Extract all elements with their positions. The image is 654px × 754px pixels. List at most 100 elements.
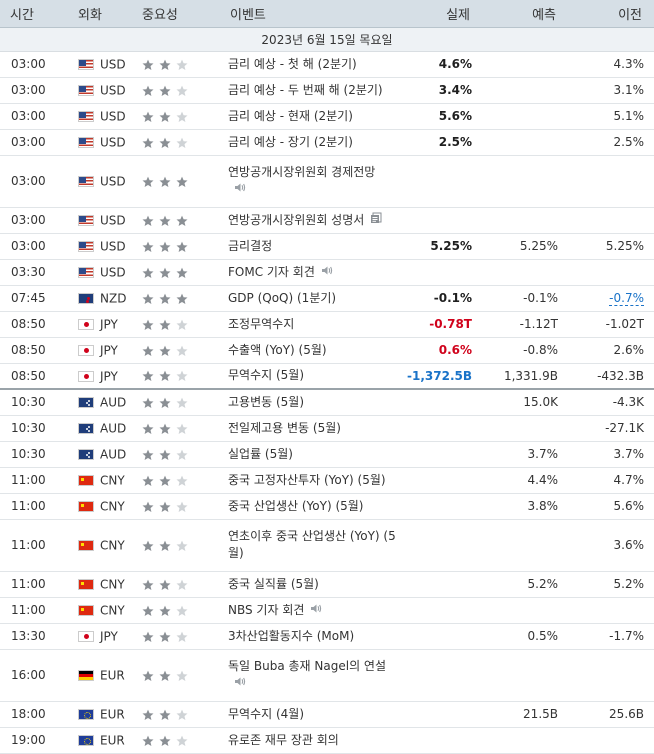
event-row[interactable]: 11:00 CNY 중국 실직률 (5월) 5.2% 5.2%: [0, 571, 654, 598]
event-name[interactable]: 수출액 (YoY) (5월): [228, 342, 327, 357]
forecast-value: [482, 649, 568, 702]
event-row[interactable]: 03:00 USD 금리 예상 - 두 번째 해 (2분기) 3.4% 3.1%: [0, 77, 654, 104]
event-name[interactable]: 고용변동 (5월): [228, 394, 305, 409]
event-row[interactable]: 10:30 AUD 고용변동 (5월) 15.0K -4.3K: [0, 389, 654, 416]
event-cell[interactable]: 금리 예상 - 두 번째 해 (2분기): [220, 77, 398, 104]
speaker-icon[interactable]: [321, 264, 333, 281]
event-cell[interactable]: 연방공개시장위원회 경제전망: [220, 155, 398, 208]
event-name[interactable]: NBS 기자 회견: [228, 602, 305, 617]
event-row[interactable]: 11:00 CNY 중국 고정자산투자 (YoY) (5월) 4.4% 4.7%: [0, 467, 654, 494]
forecast-value: [482, 519, 568, 572]
document-icon[interactable]: [370, 212, 382, 229]
event-row[interactable]: 16:00 EUR 독일 Buba 총재 Nagel의 연설: [0, 649, 654, 702]
actual-value: [398, 155, 482, 208]
event-name[interactable]: 중국 고정자산투자 (YoY) (5월): [228, 472, 386, 487]
previous-value: 5.1%: [568, 103, 654, 130]
event-cell[interactable]: 금리결정: [220, 233, 398, 260]
event-row[interactable]: 03:00 USD 연방공개시장위원회 성명서: [0, 207, 654, 234]
header-time[interactable]: 시간: [0, 0, 68, 28]
event-row[interactable]: 08:50 JPY 조정무역수지 -0.78T -1.12T -1.02T: [0, 311, 654, 338]
event-cell[interactable]: FOMC 기자 회견: [220, 259, 398, 286]
event-cell[interactable]: 금리 예상 - 장기 (2분기): [220, 129, 398, 156]
event-name[interactable]: 독일 Buba 총재 Nagel의 연설: [228, 659, 387, 673]
header-currency[interactable]: 외화: [68, 0, 132, 28]
event-row[interactable]: 10:30 AUD 전일제고용 변동 (5월) -27.1K: [0, 415, 654, 442]
event-row[interactable]: 03:00 USD 금리 예상 - 현재 (2분기) 5.6% 5.1%: [0, 103, 654, 130]
event-row[interactable]: 03:30 USD FOMC 기자 회견: [0, 259, 654, 286]
event-cell[interactable]: NBS 기자 회견: [220, 597, 398, 624]
event-row[interactable]: 08:50 JPY 수출액 (YoY) (5월) 0.6% -0.8% 2.6%: [0, 337, 654, 364]
event-name[interactable]: 3차산업활동지수 (MoM): [228, 628, 355, 643]
event-row[interactable]: 11:00 CNY 중국 산업생산 (YoY) (5월) 3.8% 5.6%: [0, 493, 654, 520]
event-row[interactable]: 03:00 USD 금리 예상 - 장기 (2분기) 2.5% 2.5%: [0, 129, 654, 156]
event-name[interactable]: 실업률 (5월): [228, 446, 293, 461]
header-forecast[interactable]: 예측: [482, 0, 568, 28]
event-cell[interactable]: 3차산업활동지수 (MoM): [220, 623, 398, 650]
event-name[interactable]: 무역수지 (5월): [228, 368, 305, 383]
event-name[interactable]: 연초이후 중국 산업생산 (YoY) (5월): [228, 529, 396, 560]
event-cell[interactable]: 전일제고용 변동 (5월): [220, 415, 398, 442]
event-name[interactable]: 유로존 재무 장관 회의: [228, 732, 339, 747]
event-cell[interactable]: 고용변동 (5월): [220, 389, 398, 416]
event-name[interactable]: FOMC 기자 회견: [228, 264, 315, 279]
event-name[interactable]: 조정무역수지: [228, 316, 295, 331]
speaker-icon[interactable]: [310, 602, 322, 619]
event-name[interactable]: 무역수지 (4월): [228, 706, 305, 721]
forecast-value: [482, 129, 568, 156]
event-cell[interactable]: 무역수지 (5월): [220, 363, 398, 390]
event-name[interactable]: GDP (QoQ) (1분기): [228, 290, 337, 305]
event-row[interactable]: 08:50 JPY 무역수지 (5월) -1,372.5B 1,331.9B -432.3…: [0, 363, 654, 390]
event-row[interactable]: 07:45 NZD GDP (QoQ) (1분기) -0.1% -0.1% -0.7%: [0, 285, 654, 312]
event-name[interactable]: 연방공개시장위원회 경제전망: [228, 165, 376, 179]
event-time: 03:00: [0, 155, 68, 208]
speaker-icon[interactable]: [234, 675, 246, 692]
event-cell[interactable]: 유로존 재무 장관 회의: [220, 727, 398, 754]
event-time: 03:00: [0, 77, 68, 104]
event-row[interactable]: 18:00 EUR 무역수지 (4월) 21.5B 25.6B: [0, 701, 654, 728]
event-row[interactable]: 03:00 USD 금리 예상 - 첫 해 (2분기) 4.6% 4.3%: [0, 51, 654, 78]
event-cell[interactable]: 실업률 (5월): [220, 441, 398, 468]
event-cell[interactable]: 연초이후 중국 산업생산 (YoY) (5월): [220, 519, 398, 572]
event-name[interactable]: 금리 예상 - 두 번째 해 (2분기): [228, 82, 383, 97]
event-name[interactable]: 금리 예상 - 현재 (2분기): [228, 108, 353, 123]
event-cell[interactable]: 무역수지 (4월): [220, 701, 398, 728]
event-cell[interactable]: 금리 예상 - 현재 (2분기): [220, 103, 398, 130]
event-name[interactable]: 중국 산업생산 (YoY) (5월): [228, 498, 364, 513]
currency-code: USD: [100, 265, 126, 280]
event-row[interactable]: 11:00 CNY NBS 기자 회견: [0, 597, 654, 624]
event-cell[interactable]: 조정무역수지: [220, 311, 398, 338]
header-previous[interactable]: 이전: [568, 0, 654, 28]
forecast-value: 5.2%: [482, 571, 568, 598]
event-cell[interactable]: 연방공개시장위원회 성명서: [220, 207, 398, 234]
event-row[interactable]: 13:30 JPY 3차산업활동지수 (MoM) 0.5% -1.7%: [0, 623, 654, 650]
header-importance[interactable]: 중요성: [132, 0, 220, 28]
event-name[interactable]: 중국 실직률 (5월): [228, 576, 319, 591]
event-cell[interactable]: 독일 Buba 총재 Nagel의 연설: [220, 649, 398, 702]
event-row[interactable]: 19:00 EUR 유로존 재무 장관 회의: [0, 727, 654, 754]
speaker-icon[interactable]: [234, 181, 246, 198]
cn-flag-icon: [78, 578, 94, 590]
event-row[interactable]: 10:30 AUD 실업률 (5월) 3.7% 3.7%: [0, 441, 654, 468]
currency-code: JPY: [100, 343, 118, 358]
event-time: 16:00: [0, 649, 68, 702]
header-actual[interactable]: 실제: [398, 0, 482, 28]
forecast-value: -0.8%: [482, 337, 568, 364]
event-cell[interactable]: 중국 산업생산 (YoY) (5월): [220, 493, 398, 520]
event-cell[interactable]: 중국 고정자산투자 (YoY) (5월): [220, 467, 398, 494]
event-name[interactable]: 전일제고용 변동 (5월): [228, 420, 341, 435]
header-event[interactable]: 이벤트: [220, 0, 398, 28]
event-time: 18:00: [0, 701, 68, 728]
event-name[interactable]: 금리 예상 - 첫 해 (2분기): [228, 56, 357, 71]
cn-flag-icon: [78, 500, 94, 512]
event-cell[interactable]: 수출액 (YoY) (5월): [220, 337, 398, 364]
event-name[interactable]: 연방공개시장위원회 성명서: [228, 212, 365, 227]
event-cell[interactable]: GDP (QoQ) (1분기): [220, 285, 398, 312]
event-name[interactable]: 금리 예상 - 장기 (2분기): [228, 134, 353, 149]
event-row[interactable]: 03:00 USD 금리결정 5.25% 5.25% 5.25%: [0, 233, 654, 260]
event-cell[interactable]: 금리 예상 - 첫 해 (2분기): [220, 51, 398, 78]
event-row[interactable]: 03:00 USD 연방공개시장위원회 경제전망: [0, 155, 654, 208]
event-cell[interactable]: 중국 실직률 (5월): [220, 571, 398, 598]
event-row[interactable]: 11:00 CNY 연초이후 중국 산업생산 (YoY) (5월) 3.6%: [0, 519, 654, 572]
event-name[interactable]: 금리결정: [228, 238, 273, 253]
